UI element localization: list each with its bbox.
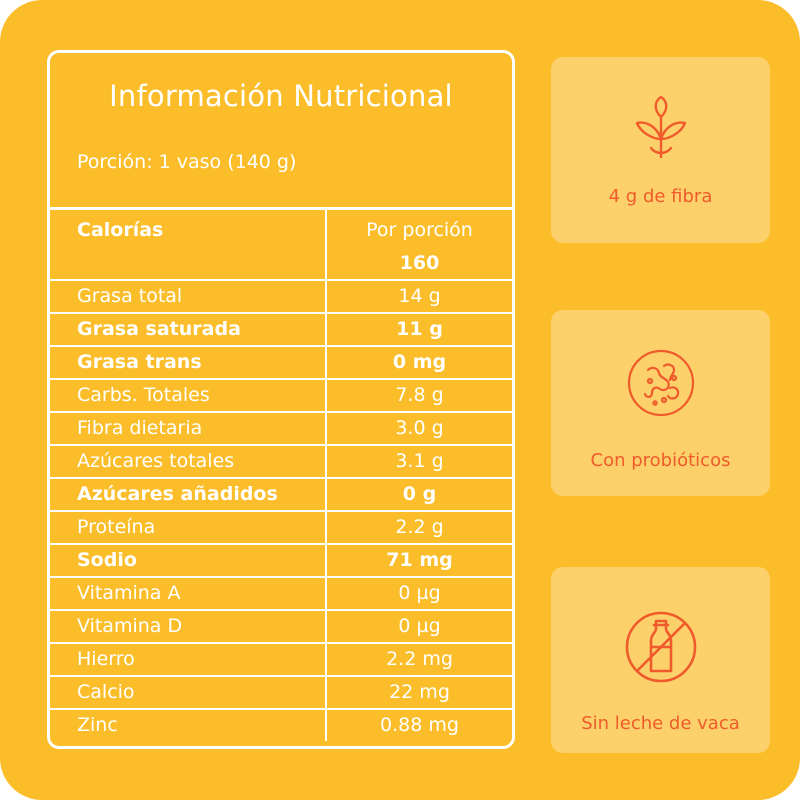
nutrient-value: 2.2 mg [325, 644, 512, 675]
portion-size: Porción: 1 vaso (140 g) [77, 151, 297, 173]
nutrient-label: Sodio [77, 549, 137, 571]
nutrient-label: Zinc [77, 714, 118, 736]
probiotics-card: Con probióticos [551, 310, 770, 496]
nutrient-label: Vitamina A [77, 582, 181, 604]
per-portion-label: Por porción [366, 219, 473, 241]
nutrient-value: 7.8 g [325, 380, 512, 411]
nutrient-value: 14 g [325, 281, 512, 312]
nutrient-value: 22 mg [325, 677, 512, 708]
probiotics-icon [626, 348, 696, 422]
nutrient-label: Grasa saturada [77, 318, 241, 340]
nutrient-label: Fibra dietaria [77, 417, 203, 439]
table-header-row: Calorías Por porción 160 [50, 207, 512, 289]
nutrition-table: Calorías Por porción 160 Grasa total 14 … [50, 207, 512, 741]
table-row: Hierro 2.2 mg [50, 642, 512, 675]
nutrition-facts-panel: Información Nutricional Porción: 1 vaso … [47, 50, 515, 749]
nutrient-label: Azúcares totales [77, 450, 235, 472]
table-row: Zinc 0.88 mg [50, 708, 512, 741]
nutrient-value: 0 g [325, 479, 512, 510]
nutrient-label: Azúcares añadidos [77, 483, 278, 505]
nutrient-value: 0 µg [325, 578, 512, 609]
table-row: Fibra dietaria 3.0 g [50, 411, 512, 444]
panel-title: Información Nutricional [109, 79, 453, 113]
calories-label: Calorías [77, 219, 164, 241]
per-portion-cell: Por porción 160 [325, 210, 512, 289]
card-label: Sin leche de vaca [581, 713, 740, 734]
table-row: Grasa total 14 g [50, 279, 512, 312]
no-cow-milk-card: Sin leche de vaca [551, 567, 770, 753]
nutrient-label: Hierro [77, 648, 135, 670]
nutrient-label: Vitamina D [77, 615, 183, 637]
card-label: Con probióticos [590, 450, 731, 471]
nutrient-value: 71 mg [325, 545, 512, 576]
no-milk-bottle-icon [623, 609, 699, 689]
table-row: Azúcares totales 3.1 g [50, 444, 512, 477]
table-row: Grasa trans 0 mg [50, 345, 512, 378]
card-label: 4 g de fibra [608, 186, 713, 207]
nutrient-value: 2.2 g [325, 512, 512, 543]
table-row: Grasa saturada 11 g [50, 312, 512, 345]
nutrient-label: Grasa trans [77, 351, 202, 373]
table-row: Proteína 2.2 g [50, 510, 512, 543]
table-row: Calcio 22 mg [50, 675, 512, 708]
sprout-icon [631, 95, 691, 163]
nutrient-label: Calcio [77, 681, 135, 703]
nutrient-label: Grasa total [77, 285, 183, 307]
calories-value: 160 [399, 252, 440, 274]
table-row: Carbs. Totales 7.8 g [50, 378, 512, 411]
table-row: Azúcares añadidos 0 g [50, 477, 512, 510]
table-row: Sodio 71 mg [50, 543, 512, 576]
table-row: Vitamina D 0 µg [50, 609, 512, 642]
nutrient-value: 0 mg [325, 347, 512, 378]
table-row: Vitamina A 0 µg [50, 576, 512, 609]
nutrient-value: 0 µg [325, 611, 512, 642]
nutrient-value: 0.88 mg [325, 710, 512, 741]
nutrient-label: Carbs. Totales [77, 384, 210, 406]
nutrient-label: Proteína [77, 516, 156, 538]
nutrient-value: 3.0 g [325, 413, 512, 444]
nutrient-value: 11 g [325, 314, 512, 345]
nutrient-value: 3.1 g [325, 446, 512, 477]
fiber-card: 4 g de fibra [551, 57, 770, 243]
